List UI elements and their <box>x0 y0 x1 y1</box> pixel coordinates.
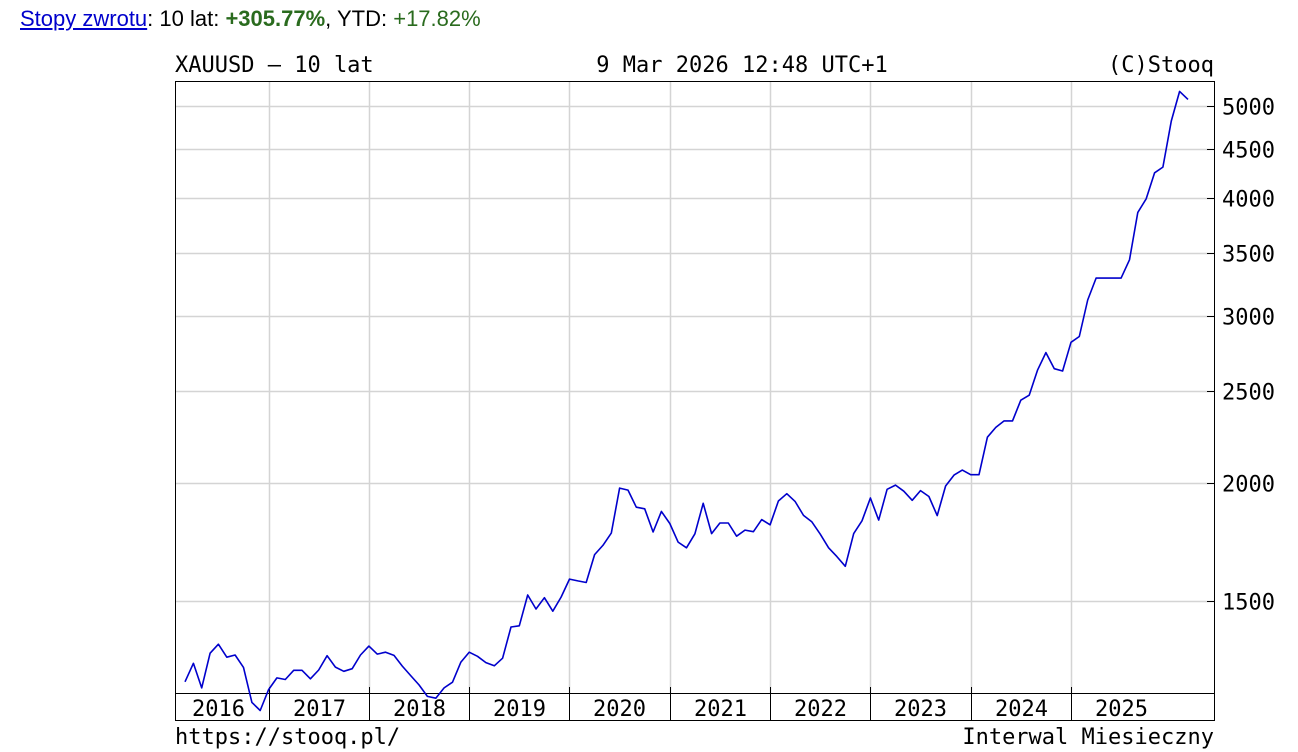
chart-title: XAUUSD – 10 lat <box>175 53 374 78</box>
ytd-label: YTD: <box>336 6 394 31</box>
returns-separator-2: , <box>325 6 337 31</box>
y-tick-label: 1500 <box>1222 591 1275 616</box>
x-tick-label: 2019 <box>493 697 546 722</box>
x-tick-label: 2024 <box>995 697 1048 722</box>
returns-link[interactable]: Stopy zwrotu <box>20 6 148 31</box>
returns-summary: Stopy zwrotu: 10 lat: +305.77%, YTD: +17… <box>20 6 481 32</box>
chart-timestamp: 9 Mar 2026 12:48 UTC+1 <box>596 53 887 78</box>
chart-copyright: (C)Stooq <box>1108 53 1214 78</box>
x-tick-label: 2023 <box>894 697 947 722</box>
chart-grid <box>175 82 1215 693</box>
y-tick-label: 4500 <box>1222 139 1275 164</box>
y-tick-label: 2000 <box>1222 473 1275 498</box>
x-tick-label: 2017 <box>293 697 346 722</box>
returns-separator: : <box>147 6 160 31</box>
y-tick-label: 2500 <box>1222 381 1275 406</box>
x-tick-label: 2016 <box>192 697 245 722</box>
price-series-line <box>184 90 1189 712</box>
chart-footer-url: https://stooq.pl/ <box>175 725 400 750</box>
x-tick-label: 2022 <box>794 697 847 722</box>
y-tick-label: 5000 <box>1222 96 1275 121</box>
y-axis: 1500 2000 2500 3000 3500 4000 4500 5000 <box>1207 96 1275 616</box>
x-tick-label: 2018 <box>393 697 446 722</box>
y-tick-label: 3500 <box>1222 243 1275 268</box>
x-tick-label: 2021 <box>694 697 747 722</box>
x-axis: 2016 2017 2018 2019 2020 2021 2022 2023 2024 2025 <box>192 687 1148 722</box>
ytd-return-value: +17.82% <box>393 6 481 31</box>
y-tick-label: 3000 <box>1222 306 1275 331</box>
period-return-value: +305.77% <box>225 6 326 31</box>
y-tick-label: 4000 <box>1222 188 1275 213</box>
period-label: 10 lat: <box>159 6 226 31</box>
x-tick-label: 2025 <box>1095 697 1148 722</box>
x-axis-strip-border <box>175 693 1215 721</box>
x-tick-label: 2020 <box>593 697 646 722</box>
chart-footer-interval: Interwal Miesieczny <box>962 725 1214 750</box>
